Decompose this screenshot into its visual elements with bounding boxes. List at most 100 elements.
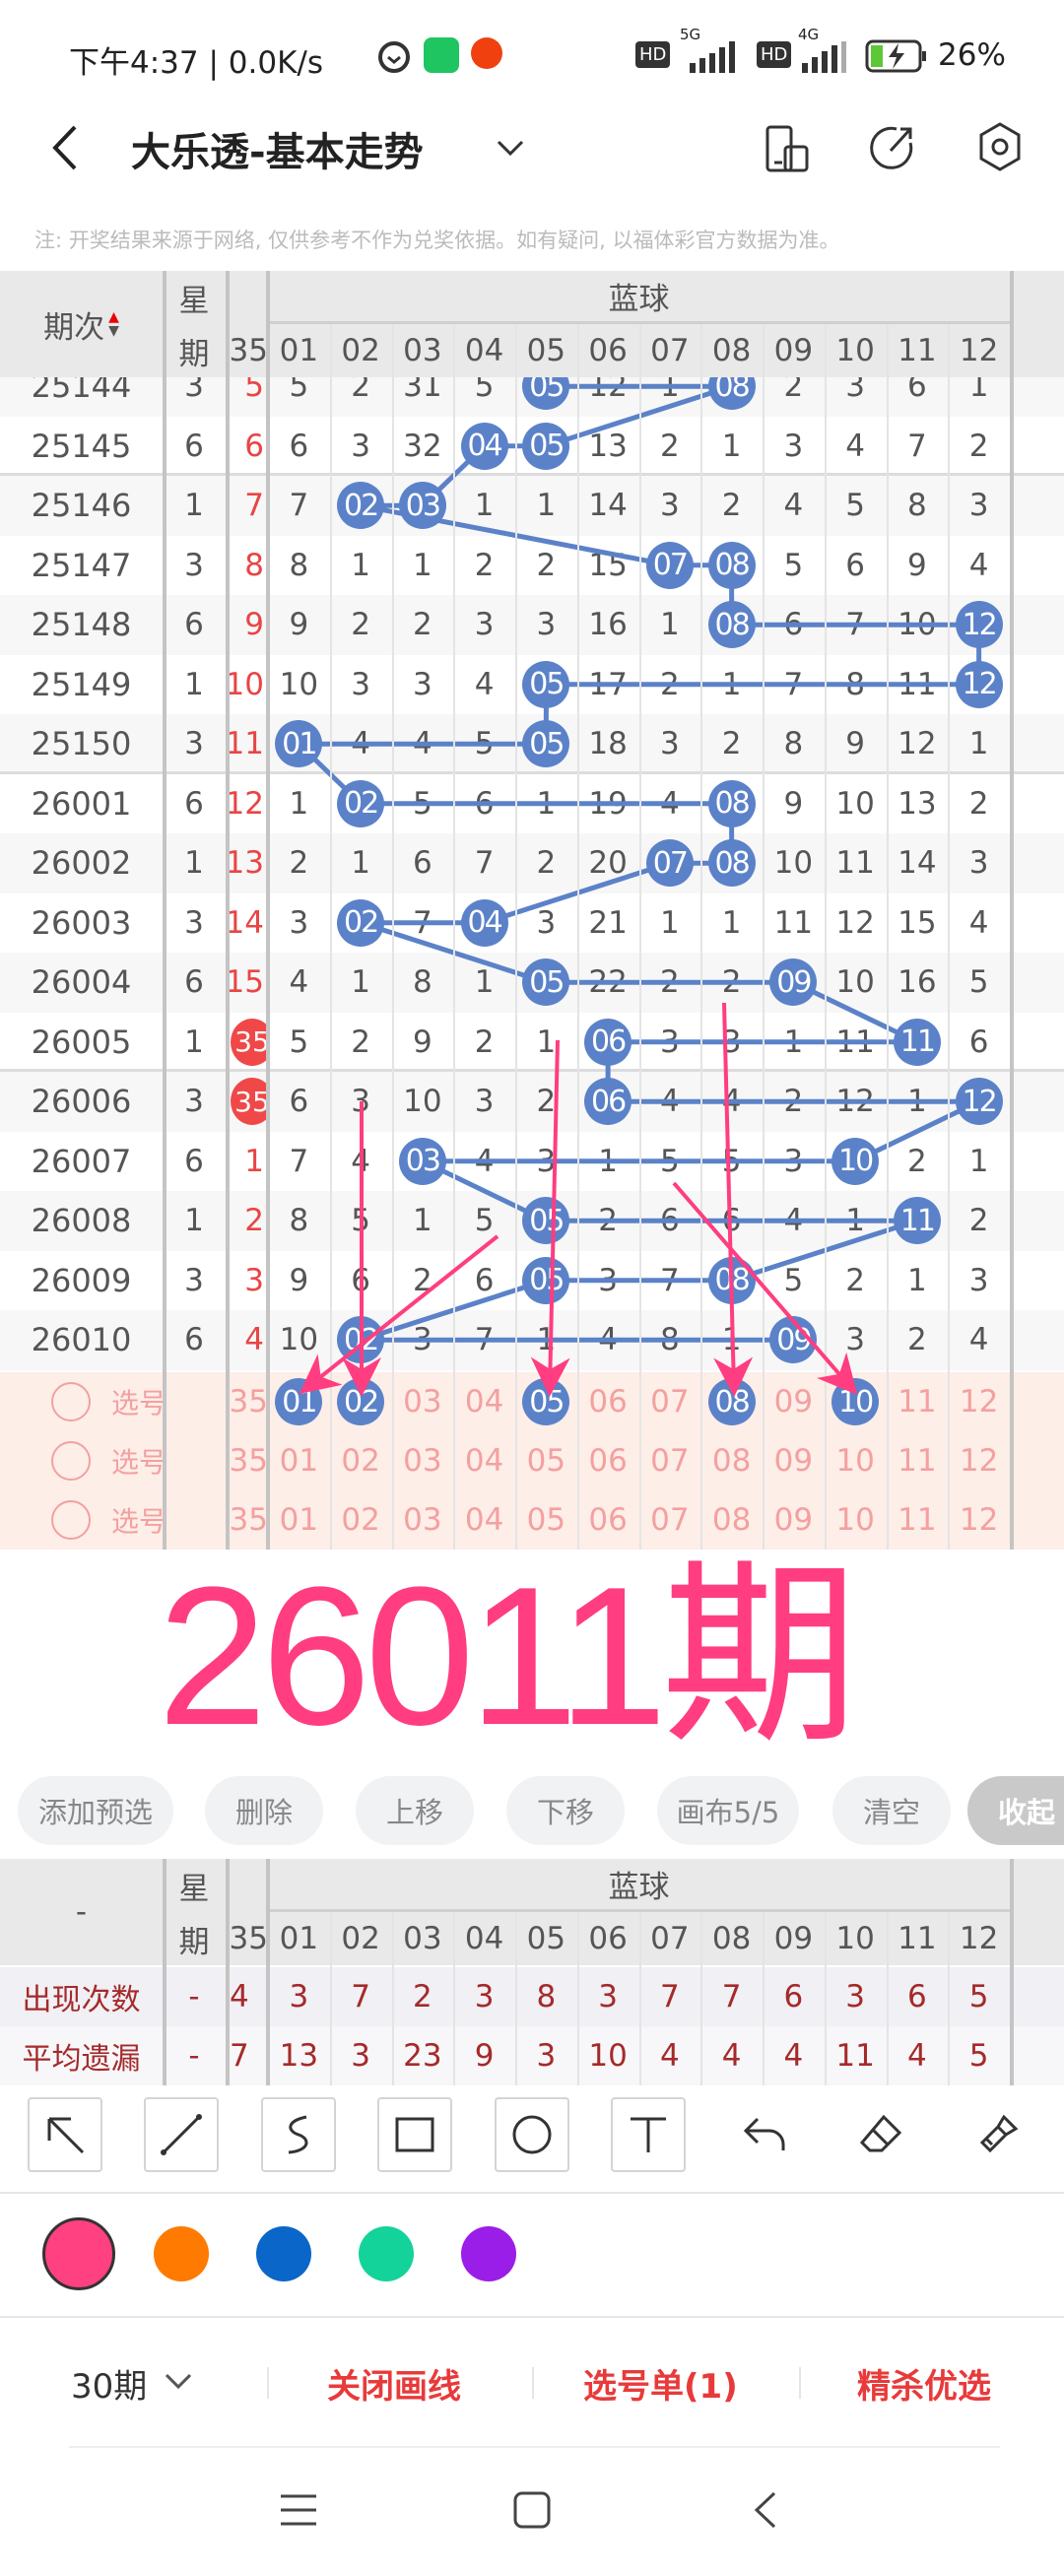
- select-label[interactable]: 选号: [110, 1446, 166, 1479]
- brush-clear-icon[interactable]: [961, 2097, 1035, 2172]
- number-option[interactable]: 01: [279, 1502, 319, 1538]
- selected-ball[interactable]: 02: [337, 1378, 385, 1425]
- prev-col-option[interactable]: 35: [229, 1443, 268, 1479]
- selected-ball[interactable]: 01: [275, 1378, 323, 1425]
- selected-ball[interactable]: 10: [831, 1378, 880, 1425]
- number-option[interactable]: 12: [959, 1384, 999, 1420]
- prev-col-header: 35: [229, 1921, 268, 1956]
- wechat-icon: [424, 37, 459, 73]
- number-option[interactable]: 04: [464, 1443, 504, 1479]
- annotation-text[interactable]: 26011期: [158, 1547, 858, 1766]
- clear-button[interactable]: 清空: [832, 1776, 951, 1845]
- circle-tool-icon[interactable]: [495, 2097, 569, 2172]
- collapse-button[interactable]: 收起: [967, 1776, 1064, 1845]
- prev-col-option[interactable]: 35: [229, 1384, 268, 1420]
- number-option[interactable]: 08: [711, 1443, 752, 1479]
- phone-tablet-icon[interactable]: [764, 123, 811, 174]
- number-option[interactable]: 03: [403, 1384, 442, 1420]
- color-swatch[interactable]: [359, 2226, 414, 2281]
- text-tool-icon[interactable]: [611, 2097, 686, 2172]
- number-option[interactable]: 09: [773, 1502, 814, 1538]
- add-preselect-button[interactable]: 添加预选: [18, 1776, 173, 1845]
- rectangle-tool-icon[interactable]: [377, 2097, 452, 2172]
- premium-select-button[interactable]: 精杀优选: [857, 2367, 991, 2407]
- prev-col-cell: 35: [226, 1013, 268, 1073]
- line-tool-icon[interactable]: [144, 2097, 219, 2172]
- number-option[interactable]: 11: [898, 1502, 937, 1538]
- number-option[interactable]: 05: [515, 1372, 577, 1431]
- select-radio[interactable]: [51, 1500, 91, 1540]
- color-swatch[interactable]: [461, 2226, 516, 2281]
- period-selector[interactable]: 30期: [71, 2367, 148, 2407]
- pick-list-button[interactable]: 选号单(1): [583, 2367, 738, 2407]
- page-title[interactable]: 大乐透-基本走势: [131, 130, 424, 175]
- cell-value: 3: [413, 666, 432, 702]
- number-option[interactable]: 07: [650, 1502, 690, 1538]
- number-option[interactable]: 10: [835, 1502, 875, 1538]
- number-option[interactable]: 01: [268, 1372, 330, 1431]
- s-issue-header[interactable]: -: [75, 1894, 88, 1930]
- number-option[interactable]: 08: [700, 1372, 763, 1431]
- number-option[interactable]: 07: [650, 1443, 690, 1479]
- close-lines-button[interactable]: 关闭画线: [327, 2367, 461, 2407]
- back-icon[interactable]: [751, 2490, 780, 2530]
- number-option[interactable]: 04: [464, 1502, 504, 1538]
- menu-icon[interactable]: [279, 2492, 318, 2528]
- number-option[interactable]: 11: [898, 1443, 937, 1479]
- number-option[interactable]: 06: [588, 1502, 628, 1538]
- number-option[interactable]: 02: [341, 1502, 380, 1538]
- number-option[interactable]: 12: [959, 1443, 999, 1479]
- number-option[interactable]: 03: [403, 1502, 442, 1538]
- number-option[interactable]: 03: [403, 1443, 442, 1479]
- share-icon[interactable]: [867, 123, 916, 174]
- prev-col-option[interactable]: 35: [229, 1502, 268, 1538]
- move-down-button[interactable]: 下移: [506, 1776, 625, 1845]
- eraser-icon[interactable]: [844, 2097, 919, 2172]
- select-label[interactable]: 选号: [110, 1505, 166, 1538]
- color-swatch[interactable]: [42, 2217, 115, 2290]
- number-option[interactable]: 06: [588, 1443, 628, 1479]
- number-option[interactable]: 12: [959, 1502, 999, 1538]
- select-radio[interactable]: [51, 1382, 91, 1421]
- cell-value: 9: [289, 1262, 309, 1298]
- home-icon[interactable]: [512, 2490, 552, 2530]
- color-swatch[interactable]: [154, 2226, 209, 2281]
- number-option[interactable]: 07: [650, 1384, 690, 1420]
- issue-header[interactable]: 期次 ▲ ▼: [43, 309, 119, 346]
- number-option[interactable]: 09: [773, 1384, 814, 1420]
- cell-value: 3: [474, 1084, 495, 1120]
- undo-icon[interactable]: [728, 2097, 803, 2172]
- chevron-down-icon[interactable]: [496, 138, 525, 158]
- number-option[interactable]: 05: [526, 1443, 566, 1479]
- select-radio[interactable]: [51, 1441, 91, 1481]
- disclaimer-note: 注: 开奖结果来源于网络, 仅供参考不作为兑奖依据。如有疑问, 以福体彩官方数据…: [34, 229, 840, 252]
- number-option[interactable]: 02: [330, 1372, 392, 1431]
- number-option[interactable]: 04: [464, 1384, 504, 1420]
- number-option[interactable]: 01: [279, 1443, 319, 1479]
- number-option[interactable]: 10: [825, 1372, 887, 1431]
- prev-col-cell: 5: [244, 377, 264, 405]
- number-option[interactable]: 06: [588, 1384, 628, 1420]
- canvas-button[interactable]: 画布5/5: [657, 1776, 799, 1845]
- blue-ball: 03: [398, 482, 446, 530]
- number-option[interactable]: 10: [835, 1443, 875, 1479]
- number-option[interactable]: 08: [711, 1502, 752, 1538]
- number-option[interactable]: 11: [898, 1384, 937, 1420]
- select-label[interactable]: 选号: [110, 1387, 166, 1420]
- chevron-down-icon[interactable]: [164, 2371, 193, 2391]
- selected-ball[interactable]: 05: [522, 1378, 570, 1425]
- number-option[interactable]: 05: [526, 1502, 566, 1538]
- weekday: 3: [184, 1262, 204, 1298]
- back-chevron-icon[interactable]: [49, 123, 81, 172]
- curve-tool-icon[interactable]: [261, 2097, 336, 2172]
- move-up-button[interactable]: 上移: [356, 1776, 474, 1845]
- delete-button[interactable]: 删除: [205, 1776, 323, 1845]
- arrow-tool-icon[interactable]: [28, 2097, 102, 2172]
- selected-ball[interactable]: 08: [707, 1378, 756, 1425]
- color-swatch[interactable]: [256, 2226, 311, 2281]
- cell-value: 03: [392, 476, 454, 536]
- number-option[interactable]: 02: [341, 1443, 380, 1479]
- number-option[interactable]: 09: [773, 1443, 814, 1479]
- settings-hexagon-icon[interactable]: [975, 120, 1025, 175]
- sort-icon[interactable]: ▲ ▼: [108, 309, 119, 339]
